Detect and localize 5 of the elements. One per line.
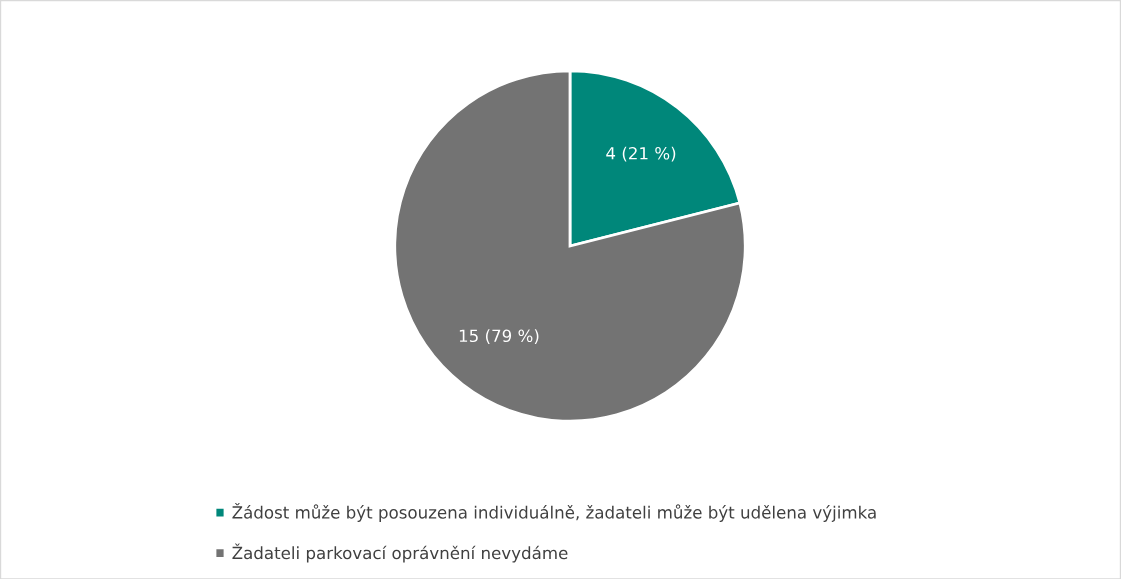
data-label: 4 (21 %)	[606, 146, 676, 162]
data-label: 15 (79 %)	[459, 329, 539, 345]
legend-label: Žádost může být posouzena individuálně, žadateli může být udělena výjimka	[232, 503, 876, 522]
legend-label: Žadateli parkovací oprávnění nevydáme	[232, 543, 568, 563]
pie-slice	[393, 69, 747, 423]
